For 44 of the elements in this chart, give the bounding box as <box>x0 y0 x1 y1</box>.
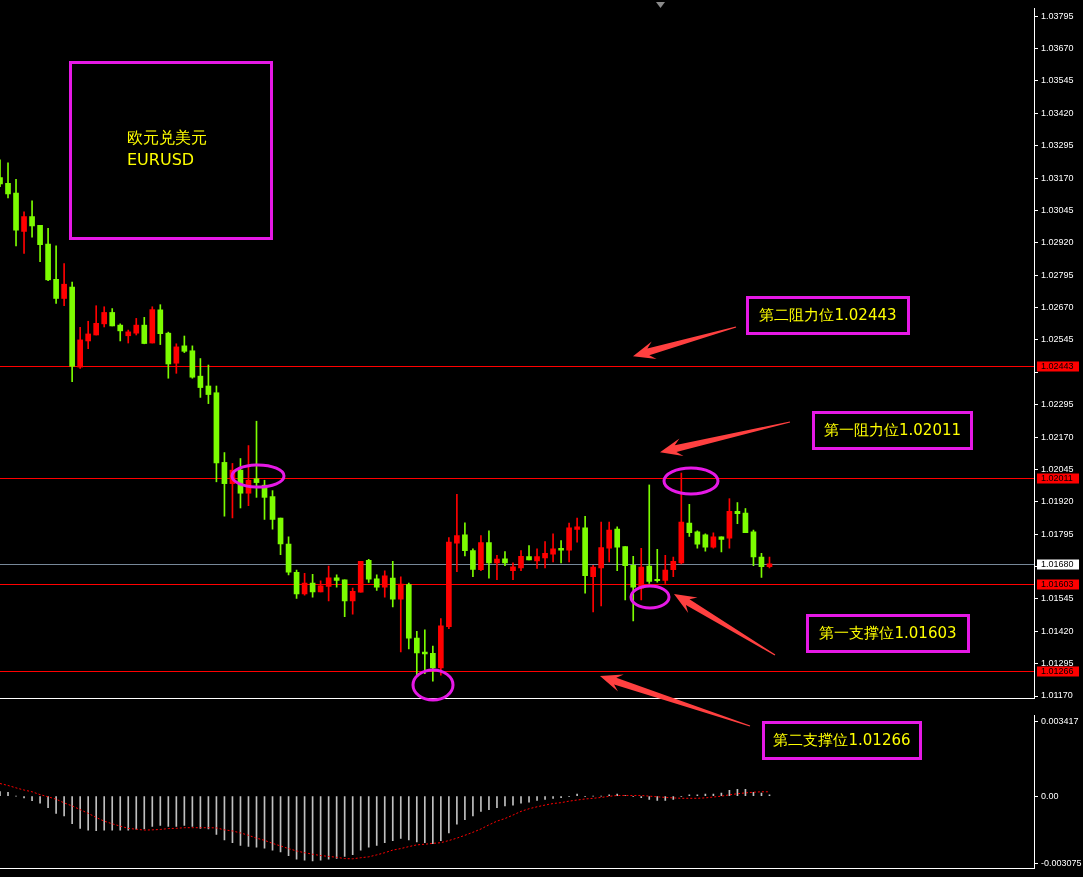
y-tick-label: 1.02545 <box>1041 334 1074 345</box>
y-tick-label: 1.01295 <box>1041 658 1074 669</box>
y-tick-label: 1.01420 <box>1041 625 1074 636</box>
ref-line-label: 1.02011 <box>1041 473 1073 484</box>
candlestick <box>574 517 580 543</box>
candlestick <box>558 540 564 564</box>
ref-line-label: 1.01266 <box>1041 666 1074 677</box>
ref-line-label: 1.02443 <box>1041 361 1074 372</box>
y-tick-label: 1.03545 <box>1041 75 1074 86</box>
y-tick-label: 1.01795 <box>1041 528 1074 539</box>
text: EURUSD <box>127 150 195 169</box>
y-tick-label: 1.01170 <box>1041 690 1073 701</box>
candlestick <box>494 555 500 581</box>
y-tick-label: 0.00 <box>1041 790 1059 801</box>
text: 欧元兑美元 <box>127 128 207 147</box>
y-tick-label: 1.03170 <box>1041 172 1074 183</box>
y-tick-label: 1.03670 <box>1041 43 1074 54</box>
y-tick-label: 1.02670 <box>1041 302 1074 313</box>
y-tick-label: 1.02795 <box>1041 269 1074 280</box>
y-tick-label: 1.02295 <box>1041 399 1074 410</box>
y-tick-label: 1.03045 <box>1041 204 1074 215</box>
line-series <box>0 783 770 860</box>
annotation: 第一阻力位1.02011 <box>823 421 962 440</box>
y-tick-label: 1.03795 <box>1041 10 1074 21</box>
annotation: 第二支撑位1.01266 <box>773 731 911 750</box>
annotation: 第二阻力位1.02443 <box>759 306 897 325</box>
candlestick <box>550 533 556 563</box>
candlestick <box>534 548 540 569</box>
ref-line-label: 1.01603 <box>1041 579 1074 590</box>
ref-line-label: 1.01680 <box>1041 559 1074 570</box>
y-tick-label: 1.01545 <box>1041 593 1074 604</box>
y-tick-label: -0.003075 <box>1041 857 1082 868</box>
candlestick <box>646 484 653 584</box>
y-tick-label: 0.003417 <box>1041 716 1079 727</box>
y-tick-label: 1.03420 <box>1041 107 1074 118</box>
y-tick-label: 1.01920 <box>1041 496 1074 507</box>
candlestick <box>542 541 548 569</box>
y-tick-label: 1.02920 <box>1041 237 1074 248</box>
y-tick-label: 1.02045 <box>1041 463 1074 474</box>
y-tick-label: 1.03295 <box>1041 140 1074 151</box>
y-tick-label: 1.02170 <box>1041 431 1074 442</box>
candlestick <box>454 493 460 573</box>
candlestick <box>654 549 661 583</box>
annotation: 第一支撑位1.01603 <box>819 624 957 643</box>
